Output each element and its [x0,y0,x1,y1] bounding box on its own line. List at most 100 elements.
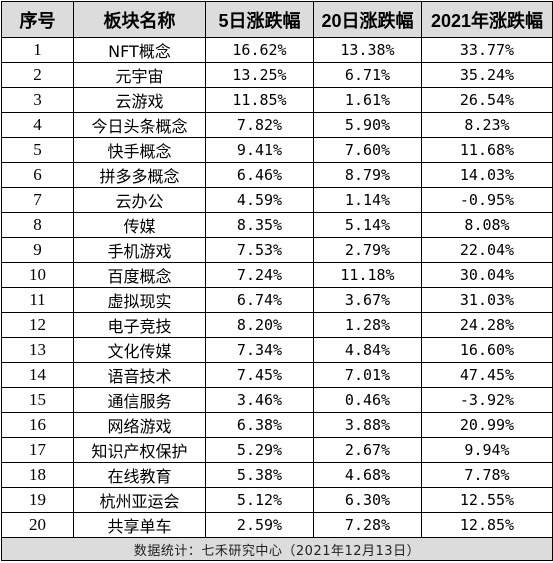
cell-2021-change: 14.03% [421,162,553,188]
cell-sector-name: 通信服务 [73,387,206,413]
cell-2021-change: 26.54% [421,87,553,113]
cell-5d-change: 3.46% [205,387,314,413]
header-row: 序号 板块名称 5日涨跌幅 20日涨跌幅 2021年涨跌幅 [1,1,553,38]
cell-sector-name: NFT概念 [73,37,206,63]
cell-sector-name: 在线教育 [73,462,206,488]
cell-2021-change: 12.85% [421,512,553,538]
cell-20d-change: 7.60% [313,137,422,163]
cell-seq: 3 [1,87,74,113]
cell-5d-change: 5.38% [205,462,314,488]
table-row: 13 文化传媒 7.34% 4.84% 16.60% [1,337,553,363]
cell-sector-name: 今日头条概念 [73,112,206,138]
cell-sector-name: 传媒 [73,212,206,238]
cell-5d-change: 13.25% [205,62,314,88]
cell-2021-change: -3.92% [421,387,553,413]
table-row: 20 共享单车 2.59% 7.28% 12.85% [1,512,553,538]
cell-seq: 4 [1,112,74,138]
cell-20d-change: 7.28% [313,512,422,538]
cell-20d-change: 7.01% [313,362,422,388]
cell-sector-name: 语音技术 [73,362,206,388]
cell-seq: 16 [1,412,74,438]
header-5d-change: 5日涨跌幅 [205,1,314,38]
cell-seq: 5 [1,137,74,163]
cell-seq: 15 [1,387,74,413]
cell-5d-change: 6.38% [205,412,314,438]
cell-seq: 20 [1,512,74,538]
cell-5d-change: 6.46% [205,162,314,188]
table-row: 17 知识产权保护 5.29% 2.67% 9.94% [1,437,553,463]
cell-2021-change: 33.77% [421,37,553,63]
cell-seq: 6 [1,162,74,188]
cell-seq: 19 [1,487,74,513]
cell-20d-change: 4.84% [313,337,422,363]
cell-2021-change: 16.60% [421,337,553,363]
cell-seq: 2 [1,62,74,88]
cell-5d-change: 16.62% [205,37,314,63]
table-row: 5 快手概念 9.41% 7.60% 11.68% [1,137,553,163]
cell-20d-change: 6.30% [313,487,422,513]
cell-20d-change: 5.14% [313,212,422,238]
cell-5d-change: 5.29% [205,437,314,463]
footer-row: 数据统计：七禾研究中心（2021年12月13日） [1,537,553,561]
cell-20d-change: 0.46% [313,387,422,413]
cell-5d-change: 7.24% [205,262,314,288]
cell-5d-change: 7.45% [205,362,314,388]
cell-2021-change: 24.28% [421,312,553,338]
cell-20d-change: 2.67% [313,437,422,463]
cell-5d-change: 5.12% [205,487,314,513]
cell-2021-change: 20.99% [421,412,553,438]
cell-5d-change: 4.59% [205,187,314,213]
cell-20d-change: 1.14% [313,187,422,213]
cell-sector-name: 百度概念 [73,262,206,288]
table-row: 16 网络游戏 6.38% 3.88% 20.99% [1,412,553,438]
table-row: 12 电子竞技 8.20% 1.28% 24.28% [1,312,553,338]
cell-seq: 17 [1,437,74,463]
cell-20d-change: 8.79% [313,162,422,188]
cell-seq: 18 [1,462,74,488]
cell-sector-name: 网络游戏 [73,412,206,438]
cell-sector-name: 文化传媒 [73,337,206,363]
cell-seq: 7 [1,187,74,213]
cell-seq: 1 [1,37,74,63]
cell-5d-change: 8.20% [205,312,314,338]
cell-seq: 12 [1,312,74,338]
cell-2021-change: 31.03% [421,287,553,313]
table-row: 19 杭州亚运会 5.12% 6.30% 12.55% [1,487,553,513]
cell-sector-name: 杭州亚运会 [73,487,206,513]
cell-seq: 11 [1,287,74,313]
source-note: 数据统计：七禾研究中心（2021年12月13日） [1,537,553,561]
header-sector-name: 板块名称 [73,1,206,38]
cell-2021-change: 8.08% [421,212,553,238]
cell-sector-name: 共享单车 [73,512,206,538]
table-row: 14 语音技术 7.45% 7.01% 47.45% [1,362,553,388]
header-20d-change: 20日涨跌幅 [313,1,422,38]
cell-2021-change: 8.23% [421,112,553,138]
table-row: 1 NFT概念 16.62% 13.38% 33.77% [1,37,553,63]
table-row: 2 元宇宙 13.25% 6.71% 35.24% [1,62,553,88]
cell-2021-change: 7.78% [421,462,553,488]
cell-20d-change: 6.71% [313,62,422,88]
table-row: 3 云游戏 11.85% 1.61% 26.54% [1,87,553,113]
cell-20d-change: 5.90% [313,112,422,138]
table-row: 7 云办公 4.59% 1.14% -0.95% [1,187,553,213]
cell-20d-change: 3.88% [313,412,422,438]
cell-2021-change: 47.45% [421,362,553,388]
table-row: 10 百度概念 7.24% 11.18% 30.04% [1,262,553,288]
cell-sector-name: 拼多多概念 [73,162,206,188]
table-row: 18 在线教育 5.38% 4.68% 7.78% [1,462,553,488]
cell-5d-change: 2.59% [205,512,314,538]
table-row: 11 虚拟现实 6.74% 3.67% 31.03% [1,287,553,313]
cell-5d-change: 9.41% [205,137,314,163]
cell-seq: 10 [1,262,74,288]
cell-5d-change: 8.35% [205,212,314,238]
cell-5d-change: 7.34% [205,337,314,363]
table-row: 9 手机游戏 7.53% 2.79% 22.04% [1,237,553,263]
cell-sector-name: 知识产权保护 [73,437,206,463]
cell-5d-change: 7.53% [205,237,314,263]
cell-sector-name: 云办公 [73,187,206,213]
cell-20d-change: 4.68% [313,462,422,488]
cell-5d-change: 6.74% [205,287,314,313]
cell-2021-change: 22.04% [421,237,553,263]
cell-20d-change: 3.67% [313,287,422,313]
